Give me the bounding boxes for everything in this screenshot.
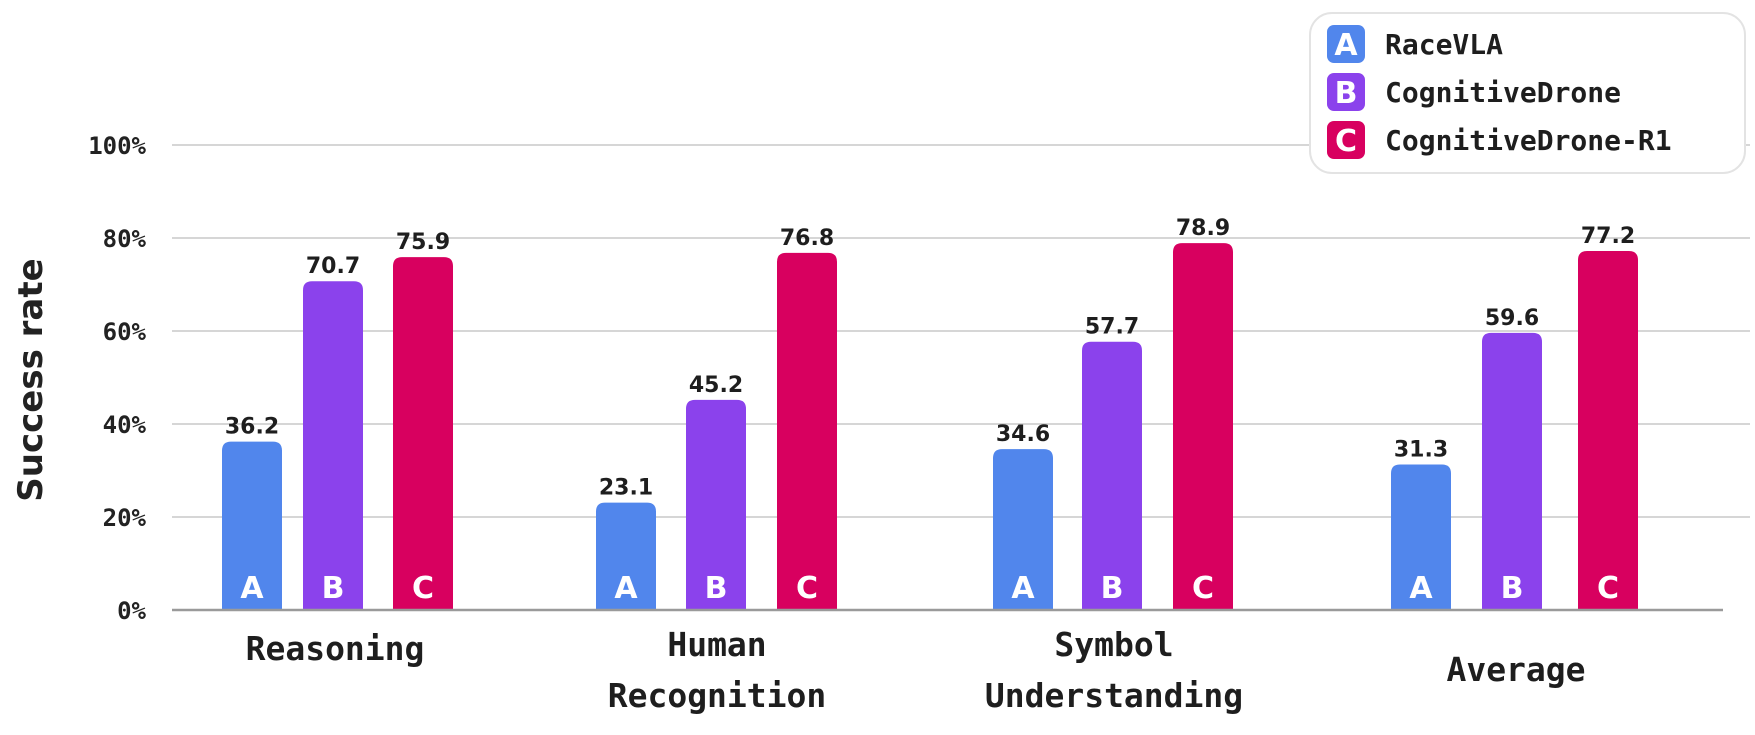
svg-text:Understanding: Understanding [985,676,1243,715]
bar-letter: B [705,571,728,606]
bar-letter: A [240,571,264,606]
bar-b: 59.6 B [1482,306,1542,610]
bar-rect [777,252,837,610]
bar-rect [993,449,1053,610]
bar-rect [393,257,453,610]
bar-value-label: 75.9 [396,230,450,255]
y-axis-label: Success rate [11,258,51,501]
y-tick-label: 100% [88,132,146,160]
svg-text:Recognition: Recognition [608,676,827,715]
svg-text:Human: Human [667,625,766,664]
legend-swatch-icon [1327,73,1365,111]
bar-a: 23.1 A [596,476,656,610]
y-tick-label: 60% [103,318,147,346]
category-label: Symbol Understanding [985,625,1243,715]
svg-text:C: C [1335,124,1357,159]
bar-letter: A [1011,571,1035,606]
bar-value-label: 59.6 [1485,306,1539,331]
legend-swatch-icon [1327,25,1365,63]
bar-value-label: 36.2 [225,415,279,440]
bar-a: 36.2 A [222,415,282,610]
legend: A RaceVLA B CognitiveDrone C CognitiveDrone-R… [1309,12,1746,174]
x-axis-categories: Reasoning Human Recognition Symbol Understan… [246,625,1586,715]
bar-letter: C [796,571,818,606]
bar-value-label: 70.7 [306,254,360,279]
legend-box [1309,12,1746,174]
bar-letter: A [1409,571,1433,606]
bar-c: 76.8 C [777,226,837,610]
bar-letter: B [1501,571,1524,606]
bar-letter: B [1101,571,1124,606]
bar-letter: A [614,571,638,606]
legend-label: CognitiveDrone [1385,76,1621,109]
bar-rect [596,502,656,610]
bar-b: 70.7 B [303,254,363,610]
legend-item-a: A RaceVLA [1327,25,1503,63]
bars: 36.2 A 23.1 A 34.6 A 31.3 A 70.7 B 45.2 B 57.7 B 59.6 B… [222,216,1638,611]
y-axis-ticks: 0% 20% 40% 60% 80% 100% [88,132,146,625]
bar-b: 57.7 B [1082,315,1142,610]
bar-value-label: 57.7 [1085,315,1139,340]
bar-value-label: 76.8 [780,226,834,251]
bar-rect [222,441,282,610]
legend-item-b: B CognitiveDrone [1327,73,1621,111]
svg-text:Reasoning: Reasoning [246,629,425,668]
bar-b: 45.2 B [686,373,746,610]
bar-value-label: 34.6 [996,422,1050,447]
svg-text:A: A [1334,28,1358,63]
svg-text:Average: Average [1446,650,1585,689]
svg-text:B: B [1335,76,1358,111]
svg-text:Symbol: Symbol [1054,625,1173,664]
bar-rect [686,399,746,610]
bar-value-label: 31.3 [1394,437,1448,462]
bar-letter: C [412,571,434,606]
bar-letter: C [1192,571,1214,606]
bar-value-label: 78.9 [1176,216,1230,241]
bar-letter: B [322,571,345,606]
bar-value-label: 77.2 [1581,224,1635,249]
category-label: Average [1446,650,1585,689]
legend-label: RaceVLA [1385,28,1503,61]
y-tick-label: 20% [103,504,147,532]
bar-a: 34.6 A [993,422,1053,610]
bar-rect [1482,332,1542,610]
bar-rect [1082,341,1142,610]
bar-c: 75.9 C [393,230,453,610]
y-tick-label: 80% [103,225,147,253]
bar-rect [1578,251,1638,610]
bar-rect [303,281,363,610]
bar-a: 31.3 A [1391,437,1451,610]
legend-item-c: C CognitiveDrone-R1 [1327,121,1672,159]
bar-c: 77.2 C [1578,224,1638,610]
bar-letter: C [1597,571,1619,606]
bar-rect [1391,464,1451,610]
bar-rect [1173,243,1233,611]
y-tick-label: 40% [103,411,147,439]
bar-value-label: 23.1 [599,476,653,501]
bar-c: 78.9 C [1173,216,1233,611]
y-tick-label: 0% [117,597,146,625]
category-label: Reasoning [246,629,425,668]
legend-label: CognitiveDrone-R1 [1385,124,1672,157]
legend-swatch-icon [1327,121,1365,159]
bar-value-label: 45.2 [689,373,743,398]
category-label: Human Recognition [608,625,827,715]
